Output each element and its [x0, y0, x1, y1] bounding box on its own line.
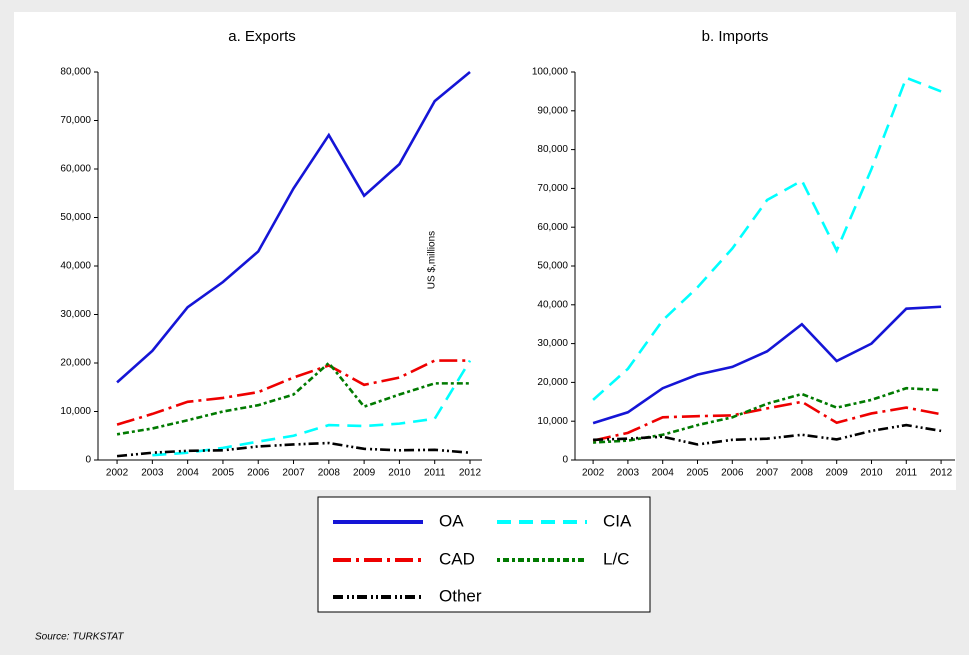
y-axis-label: US $,millions — [427, 231, 438, 289]
legend-label: Other — [439, 586, 482, 605]
chart-title: a. Exports — [228, 28, 296, 45]
source: Source: TURKSTAT — [35, 632, 124, 643]
x-tick-label: 2005 — [212, 468, 235, 479]
x-tick-label: 2006 — [247, 468, 270, 479]
x-tick-label: 2007 — [756, 468, 779, 479]
y-tick-label: 50,000 — [537, 261, 568, 272]
legend-box — [317, 496, 651, 613]
x-tick-label: 2006 — [721, 468, 744, 479]
chart-title: b. Imports — [702, 28, 769, 45]
legend-label: CAD — [439, 549, 475, 568]
x-tick-label: 2012 — [459, 468, 482, 479]
y-tick-label: 90,000 — [537, 105, 568, 116]
y-tick-label: 40,000 — [60, 261, 91, 272]
x-tick-label: 2011 — [424, 468, 446, 479]
x-tick-label: 2003 — [617, 468, 640, 479]
series-line — [592, 305, 942, 425]
series-line — [592, 76, 942, 401]
x-tick-label: 2003 — [141, 468, 164, 479]
x-tick-label: 2002 — [582, 468, 605, 479]
y-tick-label: 30,000 — [60, 309, 91, 320]
y-tick-label: 60,000 — [537, 222, 568, 233]
y-tick-label: 80,000 — [60, 67, 91, 78]
x-tick-label: 2002 — [106, 468, 129, 479]
y-tick-label: 40,000 — [537, 299, 568, 310]
y-tick-label: 0 — [85, 455, 91, 466]
series-line — [152, 359, 472, 457]
y-tick-label: 10,000 — [537, 416, 568, 427]
legend-label: L/C — [603, 549, 629, 568]
y-tick-label: 0 — [562, 455, 568, 466]
y-tick-label: 10,000 — [60, 406, 91, 417]
legend-label: CIA — [603, 511, 632, 530]
x-tick-label: 2011 — [896, 468, 918, 479]
x-tick-label: 2009 — [353, 468, 376, 479]
plot-panel — [14, 12, 956, 490]
y-tick-label: 20,000 — [537, 377, 568, 388]
series-line — [116, 441, 471, 458]
y-tick-label: 70,000 — [60, 115, 91, 126]
x-tick-label: 2008 — [318, 468, 341, 479]
y-tick-label: 30,000 — [537, 338, 568, 349]
x-tick-label: 2009 — [826, 468, 849, 479]
x-tick-label: 2010 — [388, 468, 411, 479]
y-tick-label: 50,000 — [60, 212, 91, 223]
x-tick-label: 2012 — [930, 468, 953, 479]
x-tick-label: 2004 — [652, 468, 675, 479]
x-tick-label: 2005 — [686, 468, 709, 479]
series-line — [593, 423, 942, 446]
series-line — [116, 359, 470, 426]
series-line — [116, 70, 471, 384]
x-tick-label: 2010 — [860, 468, 883, 479]
x-tick-label: 2004 — [177, 468, 200, 479]
series-line — [116, 361, 470, 436]
y-tick-label: 100,000 — [532, 67, 569, 78]
x-tick-label: 2007 — [282, 468, 305, 479]
series-line — [593, 386, 942, 444]
series-line — [592, 400, 942, 442]
legend-label: OA — [439, 511, 464, 530]
y-tick-label: 70,000 — [537, 183, 568, 194]
y-tick-label: 60,000 — [60, 164, 91, 175]
x-tick-label: 2008 — [791, 468, 814, 479]
y-tick-label: 20,000 — [60, 358, 91, 369]
y-tick-label: 80,000 — [537, 144, 568, 155]
